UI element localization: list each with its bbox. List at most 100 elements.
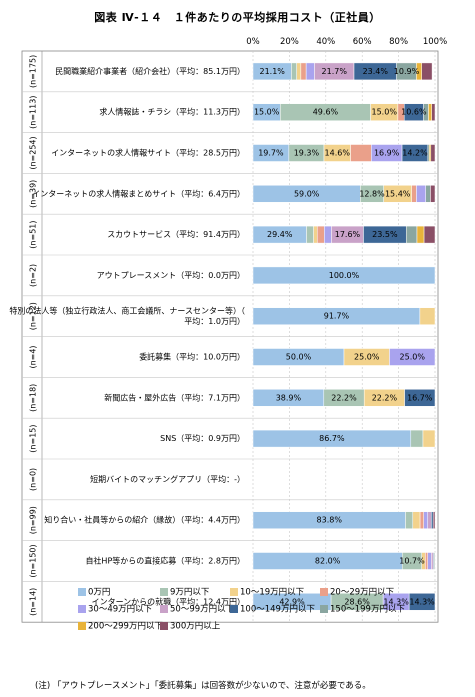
- data-label: 10.9%: [394, 67, 420, 76]
- bar-segment: [425, 185, 431, 203]
- legend-label: 9万円以下: [170, 588, 210, 598]
- sample-size-label: (n=113): [29, 96, 38, 129]
- footnote: (注) 「アウトプレースメント」「委託募集」は回答数が少ないので、注意が必要であ…: [35, 681, 371, 691]
- legend-label: 20～29万円以下: [330, 588, 395, 598]
- sample-size-label: (n=15): [29, 424, 38, 452]
- category-label: 委託募集（平均：10.0万円）: [139, 352, 245, 362]
- sample-size-label: (n=254): [29, 136, 38, 169]
- data-label: 15.0%: [254, 108, 280, 117]
- data-label: 25.0%: [354, 353, 380, 362]
- legend-swatch: [78, 622, 86, 630]
- category-label: 民間職業紹介事業者（紹介会社）（平均：85.1万円）: [55, 66, 245, 76]
- bar-segment: [422, 429, 436, 448]
- category-label: 新聞広告・屋外広告（平均：7.1万円）: [104, 392, 245, 402]
- data-label: 25.0%: [400, 353, 426, 362]
- data-label: 15.4%: [385, 189, 411, 198]
- bar-segment: [291, 62, 297, 81]
- x-tick-label: 0%: [246, 37, 260, 47]
- legend-swatch: [230, 588, 238, 596]
- data-label: 23.5%: [372, 230, 398, 239]
- category-label: アウトプレースメント（平均：0.0万円）: [97, 270, 245, 280]
- sample-size-label: (n=4): [29, 345, 38, 368]
- chart-title: 図表 Ⅳ-１４ １件あたりの平均採用コスト（正社員）: [94, 11, 381, 24]
- legend-swatch: [320, 588, 328, 596]
- data-label: 14.3%: [383, 597, 409, 606]
- legend-label: 300万円以上: [170, 622, 221, 632]
- x-tick-label: 100%: [423, 37, 447, 47]
- legend-swatch: [160, 605, 168, 613]
- data-label: 21.7%: [322, 67, 348, 76]
- bar-segment: [430, 144, 436, 162]
- legend-swatch: [320, 605, 328, 613]
- bar-segment: [427, 511, 432, 529]
- data-label: 83.8%: [317, 516, 343, 525]
- bar-segment: [300, 62, 307, 81]
- data-label: 91.7%: [324, 312, 350, 321]
- legend-swatch: [160, 588, 168, 596]
- sample-size-label: (n=175): [29, 55, 38, 88]
- sample-size-label: (n=12): [29, 302, 38, 330]
- bar-segment: [430, 185, 436, 203]
- data-label: 19.7%: [258, 149, 284, 158]
- bar-segment: [252, 266, 436, 285]
- legend-swatch: [160, 622, 168, 630]
- bar-segment: [431, 103, 436, 121]
- sample-size-label: (n=39): [29, 180, 38, 208]
- bar-segment: [421, 62, 433, 81]
- data-label: 23.4%: [363, 67, 389, 76]
- x-tick-label: 60%: [353, 37, 372, 47]
- category-label: 平均：1.0万円）: [184, 316, 245, 326]
- bar-segment: [389, 348, 436, 366]
- legend-label: 10～19万円以下: [240, 588, 305, 598]
- sample-size-label: (n=14): [29, 588, 38, 616]
- data-label: 16.7%: [407, 393, 433, 402]
- bar-segment: [296, 62, 302, 81]
- data-label: 38.9%: [276, 393, 302, 402]
- category-label: インターネットの求人情報サイト（平均：28.5万円）: [51, 148, 245, 158]
- bar-segment: [425, 552, 428, 570]
- legend-label: 30～49万円以下: [88, 605, 153, 615]
- data-label: 14.6%: [325, 149, 351, 158]
- data-label: 14.2%: [402, 149, 428, 158]
- bar-segment: [408, 593, 436, 611]
- bar-segment: [404, 389, 436, 407]
- bar-segment: [423, 511, 428, 529]
- bar-segment: [416, 225, 425, 244]
- bar-segment: [313, 225, 318, 244]
- category-label: 知り合い・社員等からの紹介（縁故）（平均：4.4万円）: [44, 515, 245, 525]
- bar-segment: [433, 552, 436, 570]
- data-label: 22.2%: [331, 393, 357, 402]
- bar-segment: [432, 511, 436, 529]
- category-label: 短期バイトのマッチングアプリ（平均：-）: [90, 474, 245, 484]
- bar-segment: [423, 225, 436, 244]
- bar-segment: [416, 185, 426, 203]
- bar-segment: [419, 511, 424, 529]
- bar-segment: [411, 185, 417, 203]
- category-label: インターンからの就職（平均：12.4万円）: [92, 596, 245, 606]
- category-label: 自社HP等からの直接応募（平均：2.8万円）: [85, 556, 245, 566]
- x-tick-label: 80%: [389, 37, 408, 47]
- legend-label: 200～299万円以下: [88, 622, 163, 632]
- bar-segment: [405, 511, 414, 529]
- category-label: インターネットの求人情報まとめサイト（平均：6.4万円）: [32, 188, 245, 198]
- data-label: 28.6%: [344, 597, 370, 606]
- data-label: 50.0%: [286, 353, 312, 362]
- legend-swatch: [230, 605, 238, 613]
- legend-label: 150～199万円以下: [330, 605, 405, 615]
- sample-size-label: (n=18): [29, 384, 38, 412]
- legend-label: 50～99万円以下: [170, 605, 235, 615]
- bar-segment: [316, 225, 325, 244]
- bar-segment: [428, 103, 432, 121]
- data-label: 19.3%: [294, 149, 320, 158]
- bar-segment: [431, 552, 434, 570]
- bar-segment: [305, 62, 315, 81]
- bar-segment: [324, 225, 332, 244]
- sample-size-label: (n=2): [29, 264, 38, 287]
- category-label: 求人情報誌・チラシ（平均：11.3万円）: [99, 107, 245, 117]
- data-label: 14.3%: [409, 597, 435, 606]
- data-label: 12.8%: [359, 189, 385, 198]
- legend-swatch: [78, 605, 86, 613]
- legend-label: 0万円: [88, 588, 110, 598]
- bar-segment: [306, 225, 314, 244]
